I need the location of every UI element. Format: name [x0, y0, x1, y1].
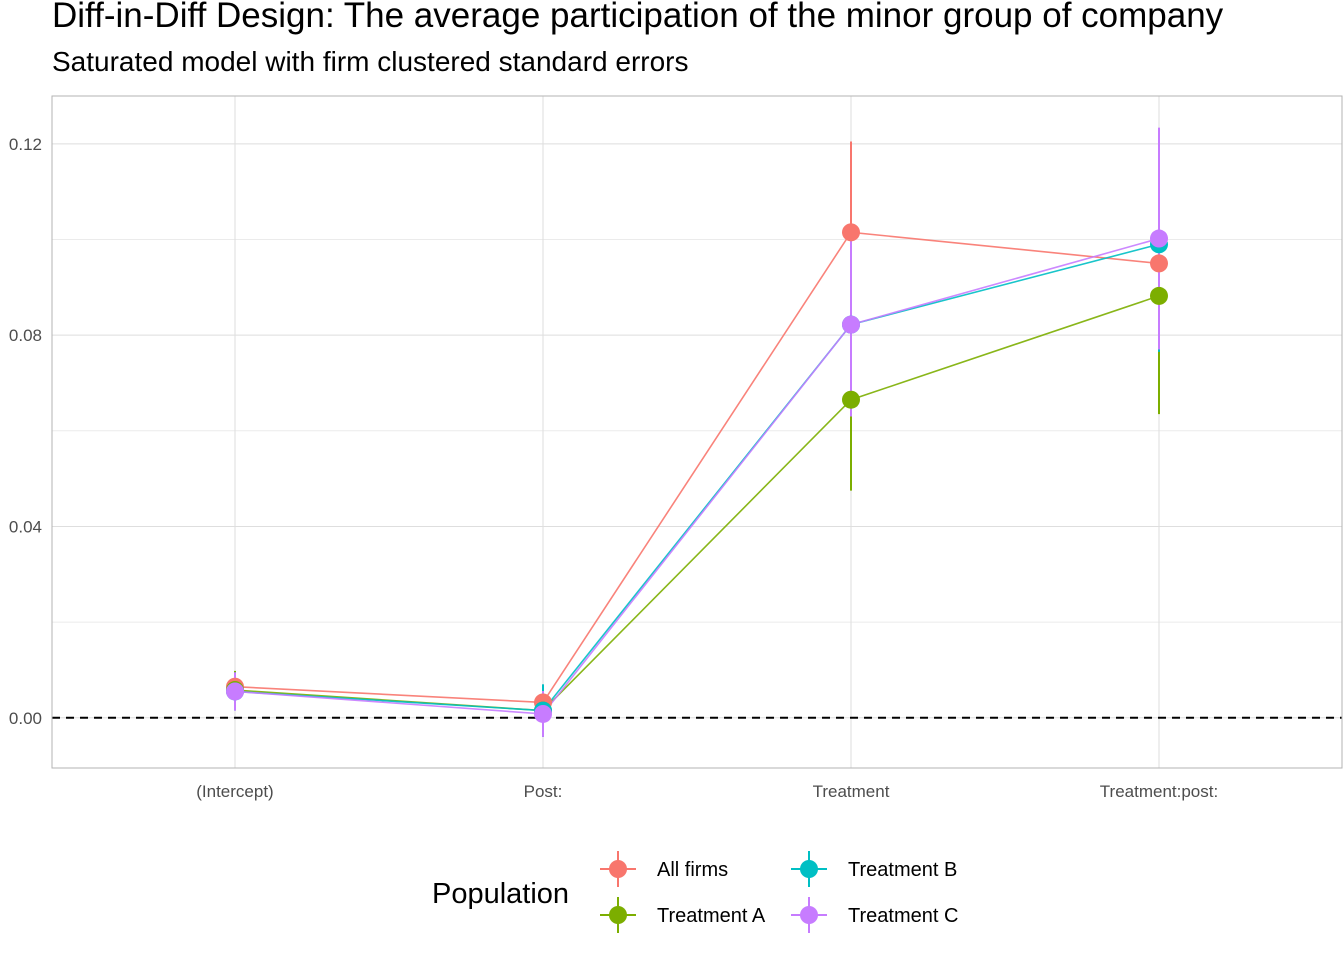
axis-labels: 0.00 0.04 0.08 0.12 (Intercept) Post: Treatmen…	[9, 135, 1218, 801]
y-tick-label: 0.04	[9, 517, 42, 536]
x-tick-label: Treatment:post:	[1100, 782, 1218, 801]
legend-label: Treatment A	[657, 905, 766, 927]
legend-key-point	[800, 860, 818, 878]
series-line-treatment-a	[234, 295, 1160, 712]
data-point-treatment-a	[1150, 286, 1168, 305]
legend-item-all-firms: All firms	[600, 851, 728, 887]
legend-item-treatment-c: Treatment C	[791, 897, 958, 933]
series-line-treatment-b	[234, 243, 1160, 712]
x-tick-label: Treatment	[813, 782, 890, 801]
panel-border	[51, 95, 1343, 769]
points-treatment-a	[226, 286, 1168, 720]
series-all-firms	[234, 141, 1160, 718]
legend-label: Treatment C	[848, 905, 958, 927]
legend-title: Population	[432, 878, 569, 910]
chart-title: Diff-in-Diff Design: The average partici…	[52, 0, 1224, 35]
legend-key-point	[800, 906, 818, 924]
series-line-treatment-c	[234, 237, 1160, 715]
data-point-treatment-c	[226, 682, 244, 701]
points-treatment-c	[226, 229, 1168, 723]
legend-key-point	[609, 906, 627, 924]
x-tick-label: Post:	[524, 782, 563, 801]
series-treatment-b	[234, 136, 1160, 737]
gridlines	[52, 96, 1342, 768]
chart-subtitle: Saturated model with firm clustered stan…	[52, 46, 689, 77]
legend-key-point	[609, 860, 627, 878]
data-point-all-firms	[842, 223, 860, 242]
data-point-treatment-c	[534, 704, 552, 723]
points-treatment-b	[226, 235, 1168, 720]
series-layer	[226, 127, 1168, 737]
legend-label: All firms	[657, 859, 728, 881]
x-tick-label: (Intercept)	[196, 782, 273, 801]
legend: Population All firms Treatment A Treatment …	[432, 851, 958, 933]
series-line-all-firms	[234, 231, 1160, 704]
legend-item-treatment-a: Treatment A	[600, 897, 766, 933]
y-tick-label: 0.08	[9, 326, 42, 345]
data-point-treatment-c	[1150, 229, 1168, 248]
data-point-treatment-c	[842, 315, 860, 334]
data-point-all-firms	[1150, 254, 1168, 273]
data-point-treatment-a	[842, 390, 860, 409]
legend-item-treatment-b: Treatment B	[791, 851, 957, 887]
series-treatment-a	[234, 177, 1160, 730]
y-tick-label: 0.00	[9, 709, 42, 728]
y-tick-label: 0.12	[9, 135, 42, 154]
legend-label: Treatment B	[848, 859, 957, 881]
series-treatment-c	[234, 127, 1160, 737]
